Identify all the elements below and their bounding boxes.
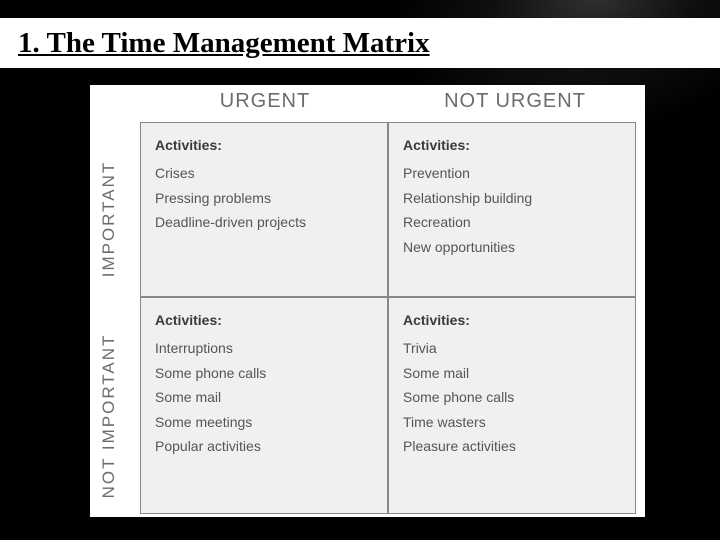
column-headers: URGENT NOT URGENT (140, 90, 640, 122)
col-header-urgent: URGENT (140, 90, 390, 122)
list-item: Some meetings (155, 410, 375, 435)
quadrant-3-items: Interruptions Some phone calls Some mail… (155, 336, 375, 459)
row-label-important-text: IMPORTANT (99, 160, 119, 277)
list-item: Pleasure activities (403, 434, 623, 459)
quadrant-4-label: Activities: (403, 312, 623, 328)
list-item: Trivia (403, 336, 623, 361)
list-item: Deadline-driven projects (155, 210, 375, 235)
row-label-not-important: NOT IMPORTANT (94, 318, 124, 516)
quadrant-2-label: Activities: (403, 137, 623, 153)
list-item: Crises (155, 161, 375, 186)
col-header-not-urgent: NOT URGENT (390, 90, 640, 122)
page-title: 1. The Time Management Matrix (0, 27, 430, 60)
list-item: Some mail (403, 361, 623, 386)
row-label-not-important-text: NOT IMPORTANT (99, 334, 119, 499)
row-labels: IMPORTANT NOT IMPORTANT (94, 120, 124, 515)
quadrant-2: Activities: Prevention Relationship buil… (388, 122, 636, 297)
list-item: Prevention (403, 161, 623, 186)
list-item: Pressing problems (155, 186, 375, 211)
quadrant-1-items: Crises Pressing problems Deadline-driven… (155, 161, 375, 235)
list-item: New opportunities (403, 235, 623, 260)
list-item: Some mail (155, 385, 375, 410)
quadrant-1-label: Activities: (155, 137, 375, 153)
list-item: Time wasters (403, 410, 623, 435)
title-strip: 1. The Time Management Matrix (0, 18, 720, 68)
list-item: Some phone calls (155, 361, 375, 386)
quadrant-3: Activities: Interruptions Some phone cal… (140, 297, 388, 514)
quadrant-4: Activities: Trivia Some mail Some phone … (388, 297, 636, 514)
matrix-panel: URGENT NOT URGENT IMPORTANT NOT IMPORTAN… (90, 85, 645, 517)
quadrant-2-items: Prevention Relationship building Recreat… (403, 161, 623, 259)
quadrant-1: Activities: Crises Pressing problems Dea… (140, 122, 388, 297)
quadrant-4-items: Trivia Some mail Some phone calls Time w… (403, 336, 623, 459)
list-item: Popular activities (155, 434, 375, 459)
quadrant-3-label: Activities: (155, 312, 375, 328)
list-item: Relationship building (403, 186, 623, 211)
list-item: Some phone calls (403, 385, 623, 410)
list-item: Interruptions (155, 336, 375, 361)
matrix-grid: Activities: Crises Pressing problems Dea… (140, 122, 636, 514)
list-item: Recreation (403, 210, 623, 235)
row-label-important: IMPORTANT (94, 120, 124, 318)
